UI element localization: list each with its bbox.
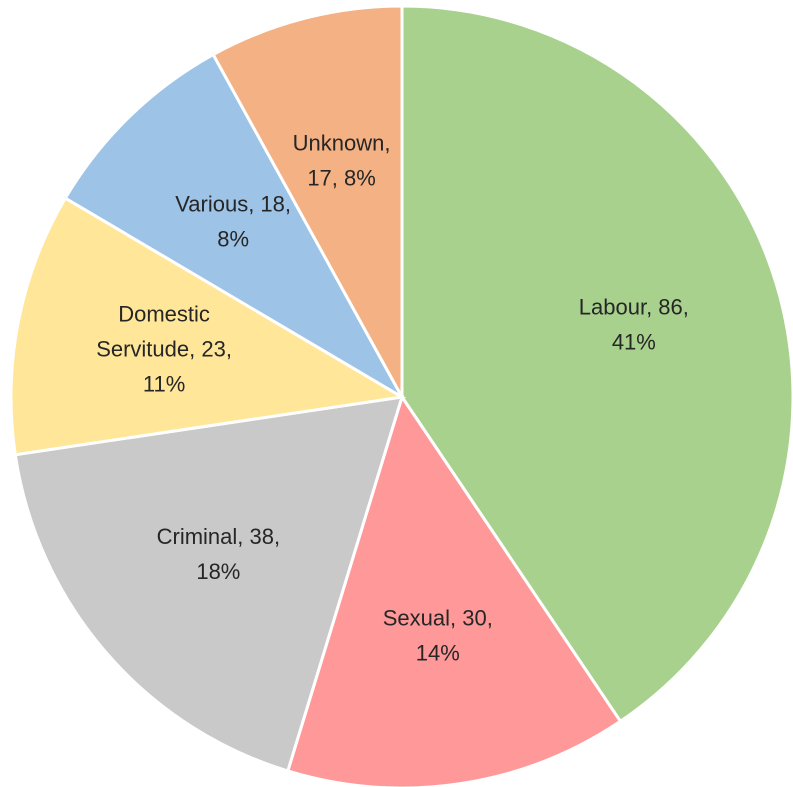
data-label-line: Labour, 86, [579,295,689,320]
data-label-line: 11% [143,371,185,396]
data-label: Criminal, 38, 18% [157,524,280,584]
data-label-line: 17, 8% [307,166,376,191]
data-label-line: 8% [217,226,249,251]
pie-slice [400,4,793,724]
data-label-line: Servitude, 23, [96,336,232,361]
data-label: Labour, 86, 41% [579,295,689,355]
data-label: Unknown, 17, 8% [293,131,391,191]
data-label: Various, 18, 8% [175,191,291,251]
pie-slice [285,393,623,787]
data-label-line: 18% [196,559,240,584]
pie-slice [9,196,407,457]
data-label-line: Criminal, 38, [157,524,280,549]
pie-slice [211,4,404,398]
data-label-line: Sexual, 30, [383,605,493,630]
data-label-line: 41% [612,330,656,355]
data-label-line: Domestic [118,301,210,326]
data-label-line: Unknown, [293,131,391,156]
data-label: Domestic Servitude, 23, 11% [96,301,232,396]
data-label-line: 14% [416,640,460,665]
data-label: Sexual, 30, 14% [383,605,493,665]
data-label-line: Various, 18, [175,191,291,216]
pie-slice [13,395,405,773]
pie-slice [63,52,406,402]
